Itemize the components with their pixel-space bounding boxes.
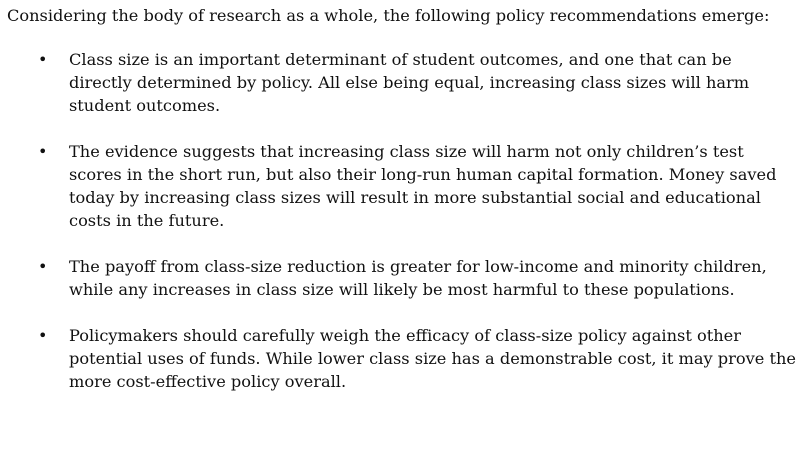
bullet-icon: • — [38, 50, 48, 69]
recommendations-list: • Class size is an important determinant… — [7, 48, 797, 393]
recommendation-text: The evidence suggests that increasing cl… — [69, 142, 777, 230]
list-item: • The evidence suggests that increasing … — [7, 140, 797, 232]
document-body: Considering the body of research as a wh… — [7, 4, 797, 393]
intro-paragraph: Considering the body of research as a wh… — [7, 6, 770, 25]
list-item: • Class size is an important determinant… — [7, 48, 797, 117]
list-item: • The payoff from class-size reduction i… — [7, 255, 797, 301]
recommendation-text: Policymakers should carefully weigh the … — [69, 326, 797, 391]
bullet-icon: • — [38, 142, 48, 161]
recommendation-text: The payoff from class-size reduction is … — [69, 257, 767, 299]
recommendation-text: Class size is an important determinant o… — [69, 50, 750, 115]
bullet-icon: • — [38, 257, 48, 276]
list-item: • Policymakers should carefully weigh th… — [7, 324, 797, 393]
bullet-icon: • — [38, 326, 48, 345]
